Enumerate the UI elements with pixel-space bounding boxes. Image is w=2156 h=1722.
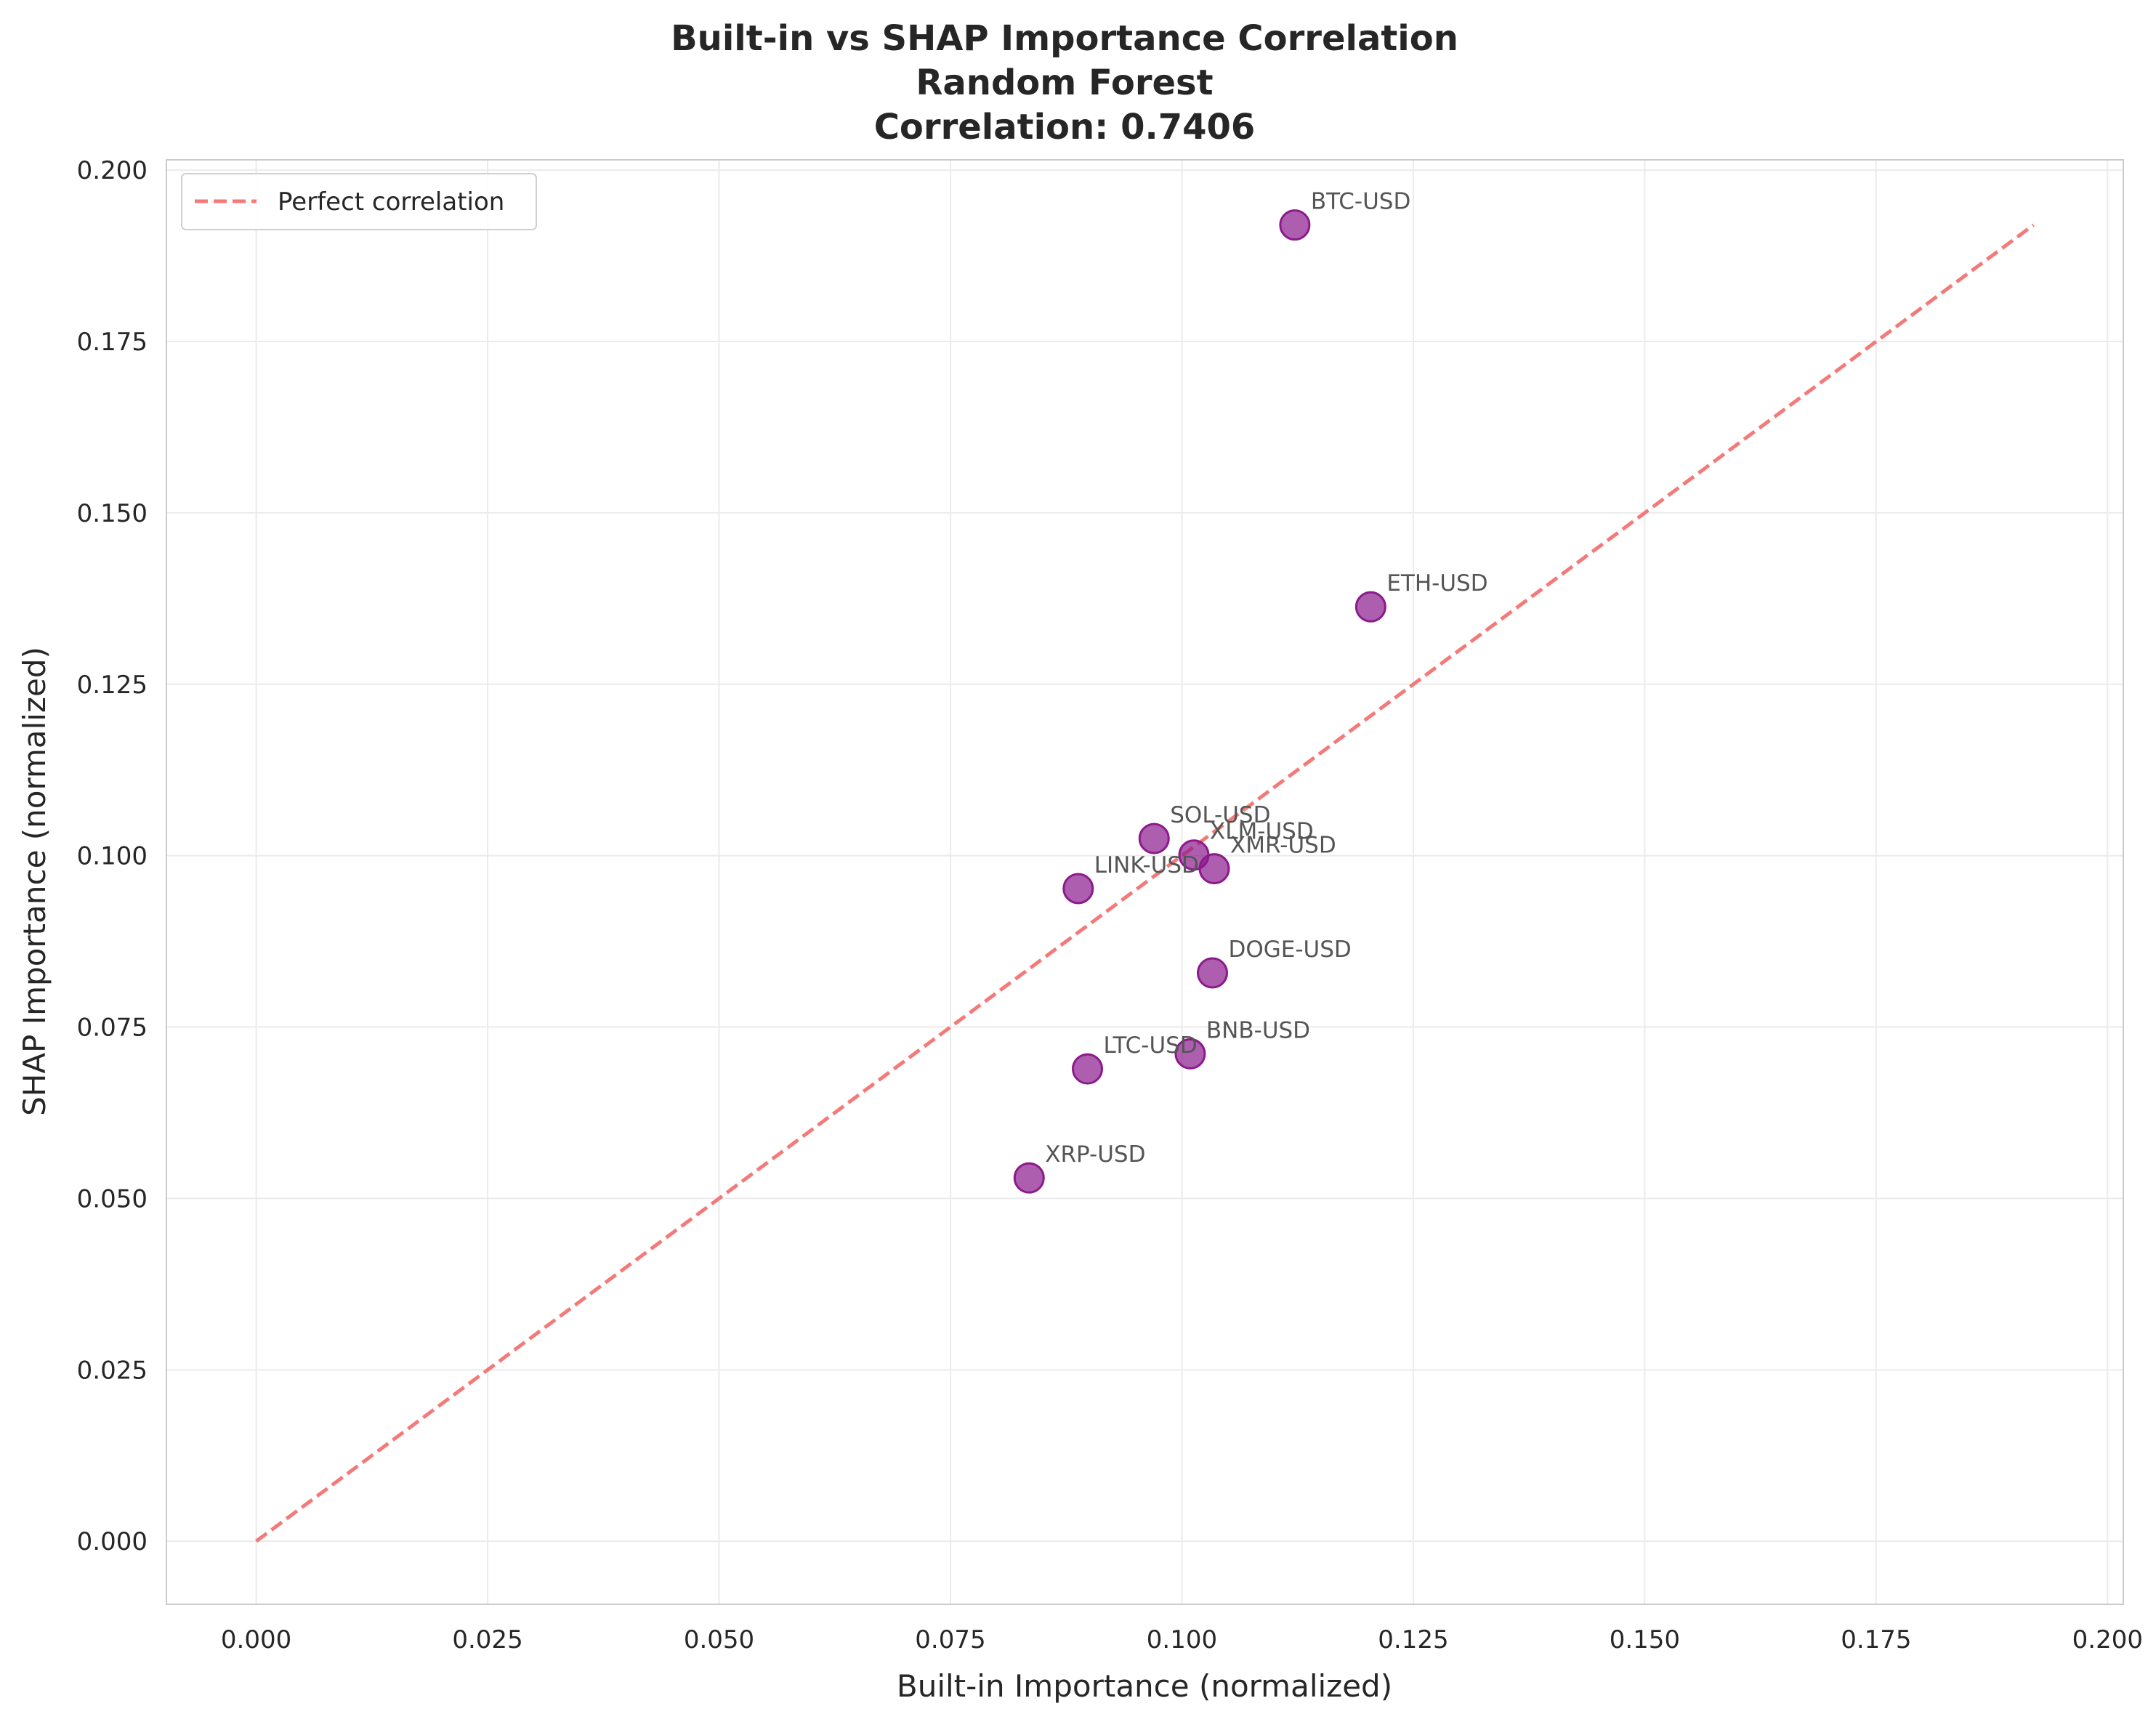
y-tick-label: 0.100 (77, 842, 148, 871)
x-tick-label: 0.200 (2072, 1625, 2143, 1654)
scatter-point-ltc-usd (1072, 1053, 1104, 1085)
plot-frame (166, 159, 2124, 1605)
point-label-bnb-usd: BNB-USD (1206, 1017, 1310, 1043)
scatter-point-doge-usd (1196, 957, 1228, 989)
legend: Perfect correlation (181, 173, 537, 230)
x-tick-label: 0.075 (915, 1625, 985, 1654)
scatter-point-link-usd (1062, 873, 1094, 905)
reference-line-layer (255, 223, 2035, 1543)
point-label-btc-usd: BTC-USD (1311, 189, 1410, 215)
x-tick-label: 0.025 (452, 1625, 522, 1654)
point-label-link-usd: LINK-USD (1094, 852, 1199, 878)
point-label-sol-usd: SOL-USD (1170, 802, 1270, 828)
scatter-point-bnb-usd (1174, 1038, 1206, 1070)
scatter-point-sol-usd (1138, 822, 1170, 854)
x-tick-label: 0.000 (221, 1625, 291, 1654)
y-tick-label: 0.000 (77, 1527, 148, 1556)
y-axis-label: SHAP Importance (normalized) (17, 647, 52, 1116)
x-tick-label: 0.175 (1841, 1625, 1911, 1654)
x-tick-label: 0.100 (1147, 1625, 1217, 1654)
point-label-xmr-usd: XMR-USD (1230, 833, 1336, 859)
chart-title-line-3: Correlation: 0.7406 (874, 107, 1256, 147)
x-axis-label: Built-in Importance (normalized) (897, 1668, 1392, 1704)
point-label-doge-usd: DOGE-USD (1228, 937, 1351, 963)
y-tick-label: 0.125 (77, 671, 148, 700)
chart-title-line-2: Random Forest (916, 62, 1213, 103)
legend-label: Perfect correlation (278, 187, 504, 217)
y-tick-label: 0.175 (77, 328, 148, 357)
y-tick-label: 0.025 (77, 1356, 148, 1385)
scatter-point-xmr-usd (1198, 853, 1230, 885)
x-tick-label: 0.150 (1610, 1625, 1680, 1654)
x-tick-label: 0.050 (684, 1625, 754, 1654)
chart-title-line-1: Built-in vs SHAP Importance Correlation (671, 18, 1458, 59)
legend-box (181, 173, 537, 230)
scatter-point-btc-usd (1279, 209, 1311, 241)
x-tick-labels: 0.000 0.025 0.050 0.075 0.100 0.125 0.150 0.175… (221, 1625, 2143, 1654)
points-layer (1013, 209, 1386, 1194)
x-tick-label: 0.125 (1378, 1625, 1448, 1654)
y-tick-label: 0.150 (77, 499, 148, 528)
scatter-point-xrp-usd (1013, 1162, 1045, 1194)
point-label-xlm-usd: XLM-USD (1210, 819, 1314, 845)
y-tick-label: 0.075 (77, 1014, 148, 1043)
point-label-xrp-usd: XRP-USD (1045, 1141, 1145, 1168)
y-tick-label: 0.200 (77, 156, 148, 185)
point-label-eth-usd: ETH-USD (1386, 570, 1487, 597)
grid (166, 160, 2123, 1604)
y-tick-label: 0.050 (77, 1184, 148, 1213)
scatter-point-eth-usd (1354, 591, 1386, 623)
y-tick-labels: 0.000 0.025 0.050 0.075 0.100 0.125 0.150 0.175… (77, 156, 148, 1556)
perfect-correlation-line (255, 223, 2035, 1543)
point-label-ltc-usd: LTC-USD (1104, 1032, 1198, 1059)
